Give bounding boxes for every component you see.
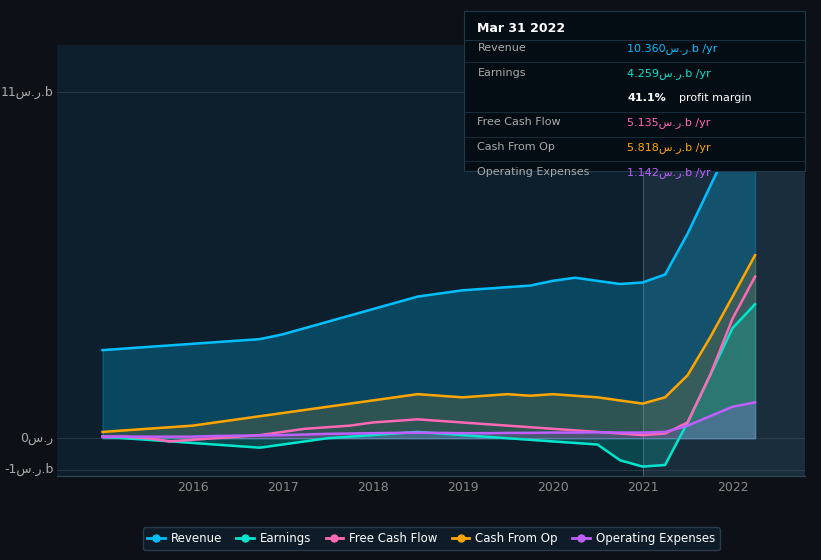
Text: profit margin: profit margin (678, 92, 751, 102)
Text: Operating Expenses: Operating Expenses (478, 167, 589, 177)
Text: Mar 31 2022: Mar 31 2022 (478, 22, 566, 35)
Text: Free Cash Flow: Free Cash Flow (478, 118, 561, 127)
Text: Cash From Op: Cash From Op (478, 142, 555, 152)
Text: 0س.ر: 0س.ر (21, 432, 53, 445)
Text: 5.135س.ر.b /yr: 5.135س.ر.b /yr (627, 118, 711, 128)
Text: Earnings: Earnings (478, 68, 526, 78)
Text: 1.142س.ر.b /yr: 1.142س.ر.b /yr (627, 167, 711, 178)
Text: 5.818س.ر.b /yr: 5.818س.ر.b /yr (627, 142, 711, 153)
Legend: Revenue, Earnings, Free Cash Flow, Cash From Op, Operating Expenses: Revenue, Earnings, Free Cash Flow, Cash … (143, 528, 719, 550)
Text: 41.1%: 41.1% (627, 92, 666, 102)
Text: 10.360س.ر.b /yr: 10.360س.ر.b /yr (627, 43, 718, 54)
Text: 4.259س.ر.b /yr: 4.259س.ر.b /yr (627, 68, 711, 79)
Text: -1س.ر.b: -1س.ر.b (4, 463, 53, 477)
Bar (643, 45, 805, 476)
Text: 11س.ر.b: 11س.ر.b (1, 86, 53, 99)
Text: Revenue: Revenue (478, 43, 526, 53)
